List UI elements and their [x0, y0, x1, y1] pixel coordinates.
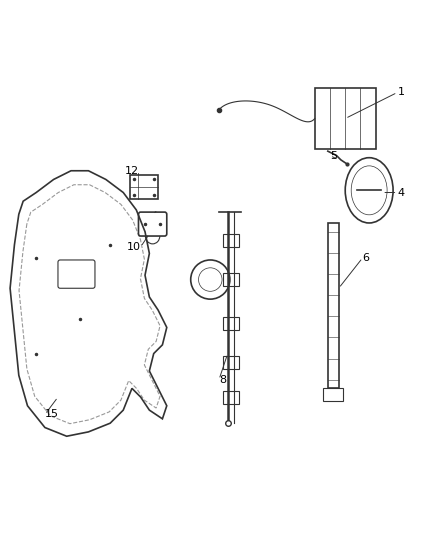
- Text: 1: 1: [397, 87, 404, 98]
- Bar: [328, 223, 339, 389]
- Bar: [130, 175, 158, 199]
- Text: 5: 5: [330, 150, 337, 160]
- Text: 15: 15: [45, 409, 59, 419]
- Bar: [223, 391, 239, 403]
- Text: 12: 12: [124, 166, 138, 176]
- Bar: [223, 273, 239, 286]
- Bar: [223, 356, 239, 369]
- Text: 8: 8: [219, 375, 226, 385]
- Text: 4: 4: [397, 188, 405, 198]
- Bar: [223, 234, 239, 247]
- Text: 10: 10: [127, 242, 141, 252]
- Bar: [315, 88, 376, 149]
- Bar: [323, 389, 343, 401]
- Text: 6: 6: [363, 253, 370, 263]
- Bar: [223, 317, 239, 329]
